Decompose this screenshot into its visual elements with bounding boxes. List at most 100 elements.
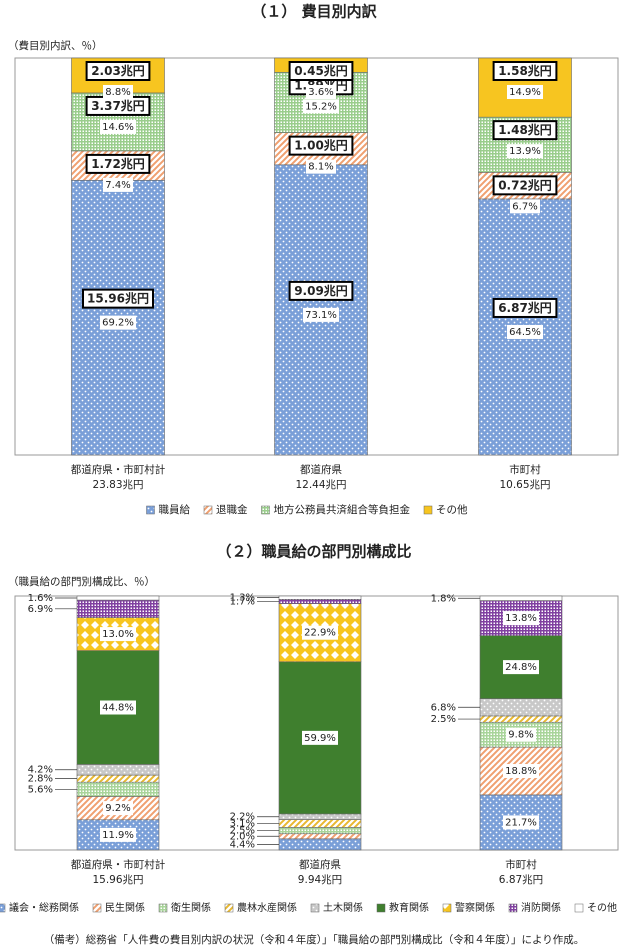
value-label: 8.1% (308, 162, 333, 173)
legend-label: 消防関係 (521, 901, 561, 914)
bar-segment (278, 599, 362, 604)
value-label: 13.9% (509, 146, 541, 157)
label-bg (303, 307, 339, 322)
legend-swatch (423, 505, 433, 515)
bar-segment (278, 827, 362, 835)
legend-swatch (0, 903, 6, 913)
value-label: 6.8% (431, 702, 456, 713)
bar-segment (76, 764, 160, 776)
value-label: 14.6% (102, 122, 134, 133)
legend-swatch (310, 903, 320, 913)
value-label: 7.4% (105, 180, 130, 191)
value-label: 4.4% (230, 839, 255, 850)
value-label: 13.8% (505, 613, 537, 624)
amount-label: 3.37兆円 (91, 98, 145, 113)
value-label: 5.6% (28, 784, 53, 795)
category-total: 15.96兆円 (92, 874, 143, 886)
bar-segment (76, 781, 160, 797)
label-bg (306, 85, 336, 99)
bar-segment (479, 794, 563, 851)
footnote: （備考）総務省「人件費の費目別内訳の状況（令和４年度）」「職員給の部門別構成比（… (44, 933, 585, 946)
label-bg (100, 315, 136, 330)
value-label: 1.7% (230, 596, 255, 607)
legend-swatch (261, 505, 270, 515)
label-bg (503, 611, 539, 626)
label-bg (103, 85, 133, 99)
category-total: 9.94兆円 (298, 874, 342, 886)
legend-label: その他 (587, 901, 617, 914)
value-label: 44.8% (102, 703, 134, 714)
x-tick-label: 都道府県 (300, 463, 342, 476)
label-bg (503, 764, 539, 779)
value-label: 6.9% (28, 604, 53, 615)
bar-segment (76, 595, 160, 601)
value-label: 22.9% (304, 628, 336, 639)
value-label: 6.7% (512, 201, 537, 212)
legend-swatch (158, 903, 168, 913)
label-bg (100, 627, 136, 642)
y-axis-label: （費目別内訳、％） (8, 39, 103, 52)
amount-label: 9.09兆円 (294, 283, 348, 298)
label-bg (507, 85, 543, 99)
legend-swatch (146, 505, 155, 515)
value-label: 73.1% (305, 310, 337, 321)
amount-box (492, 297, 558, 318)
bar-segment (278, 838, 362, 851)
x-tick-label: 市町村 (505, 858, 537, 871)
label-bg (306, 159, 336, 174)
label-bg (503, 660, 539, 675)
legend-label: 土木関係 (323, 901, 363, 914)
label-bg (507, 324, 543, 339)
label-bg (103, 801, 133, 816)
value-label: 3.6% (308, 87, 333, 98)
category-total: 10.65兆円 (499, 479, 550, 491)
value-label: 24.8% (505, 662, 537, 673)
bar-segment (479, 698, 563, 717)
legend-label: 職員給 (159, 503, 191, 516)
value-label: 21.7% (505, 817, 537, 828)
legend-label: 教育関係 (389, 901, 429, 914)
amount-label: 1.00兆円 (294, 138, 348, 153)
label-bg (510, 199, 540, 214)
legend-label: 地方公務員共済組合等負担金 (274, 503, 411, 516)
legend-label: 民生関係 (105, 901, 145, 914)
legend-swatch (224, 903, 234, 913)
label-bg (507, 144, 543, 159)
value-label: 2.5% (230, 826, 255, 837)
label-bg (302, 625, 338, 640)
bar-segment (479, 715, 563, 723)
value-label: 9.8% (508, 730, 533, 741)
amount-label: 1.58兆円 (498, 63, 552, 78)
legend-swatch (92, 903, 102, 913)
x-tick-label: 都道府県 (299, 858, 341, 871)
amount-box (288, 61, 354, 81)
bar-segment (278, 833, 362, 840)
chart-title: （１） 費目別内訳 (251, 3, 377, 21)
amount-box (82, 288, 154, 309)
x-tick-label: 市町村 (509, 463, 541, 476)
value-label: 1.3% (230, 593, 255, 604)
legend-label: 農林水産関係 (237, 901, 297, 914)
x-tick-label: 都道府県・市町村計 (71, 858, 166, 871)
legend-swatch (442, 903, 452, 913)
value-label: 8.8% (105, 87, 130, 98)
amount-label: 1.48兆円 (498, 122, 552, 137)
legend-label: その他 (436, 503, 468, 516)
legend-label: 議会・総務関係 (9, 901, 79, 914)
amount-label: 0.72兆円 (498, 177, 552, 192)
label-bg (503, 815, 539, 830)
legend-swatch (574, 903, 584, 913)
category-total: 6.87兆円 (499, 874, 543, 886)
amount-label: 15.96兆円 (87, 291, 149, 306)
value-label: 13.0% (102, 629, 134, 640)
bar-segment (278, 819, 362, 828)
value-label: 2.0% (230, 831, 255, 842)
amount-box (85, 153, 151, 174)
amount-label: 6.87兆円 (498, 300, 552, 315)
value-label: 2.2% (230, 812, 255, 823)
value-label: 9.2% (105, 803, 130, 814)
value-label: 1.6% (28, 593, 53, 604)
amount-box (288, 280, 354, 301)
chart-title: （２）職員給の部門別構成比 (216, 543, 411, 561)
